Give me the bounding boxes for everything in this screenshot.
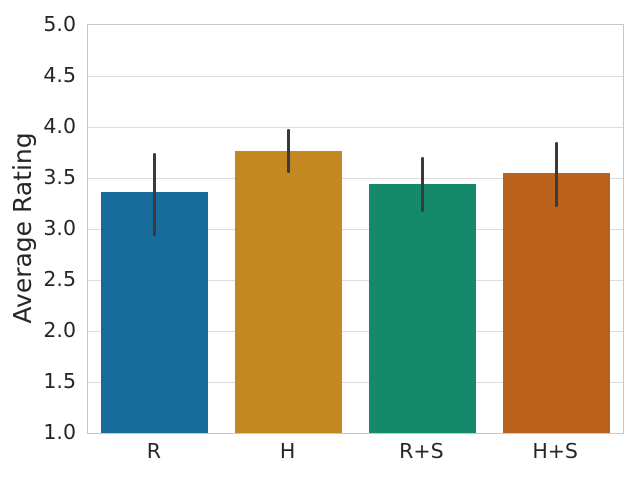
x-tick-label: H+S xyxy=(532,439,578,463)
y-tick-label: 1.5 xyxy=(43,369,76,393)
gridline xyxy=(88,76,623,77)
error-bar-r xyxy=(153,152,157,237)
y-tick-label: 5.0 xyxy=(43,12,76,36)
y-tick-label: 4.0 xyxy=(43,114,76,138)
plot-area xyxy=(87,24,624,434)
x-tick-label: R+S xyxy=(399,439,444,463)
y-tick-label: 1.0 xyxy=(43,420,76,444)
error-bar-h-plus-s xyxy=(554,142,558,207)
y-tick-label: 2.5 xyxy=(43,267,76,291)
y-tick-label: 3.5 xyxy=(43,165,76,189)
y-tick-label: 3.0 xyxy=(43,216,76,240)
bar-r-plus-s xyxy=(368,184,476,433)
y-tick-label: 2.0 xyxy=(43,318,76,342)
gridline xyxy=(88,382,623,383)
bar-h xyxy=(235,151,343,433)
y-tick-label: 4.5 xyxy=(43,63,76,87)
gridline xyxy=(88,229,623,230)
gridline xyxy=(88,331,623,332)
gridline xyxy=(88,280,623,281)
gridline xyxy=(88,178,623,179)
x-tick-label: H xyxy=(279,439,296,463)
gridline xyxy=(88,127,623,128)
error-bar-r-plus-s xyxy=(420,156,424,212)
x-tick-label: R xyxy=(146,439,161,463)
bar-h-plus-s xyxy=(502,172,610,433)
error-bar-h xyxy=(287,129,291,173)
